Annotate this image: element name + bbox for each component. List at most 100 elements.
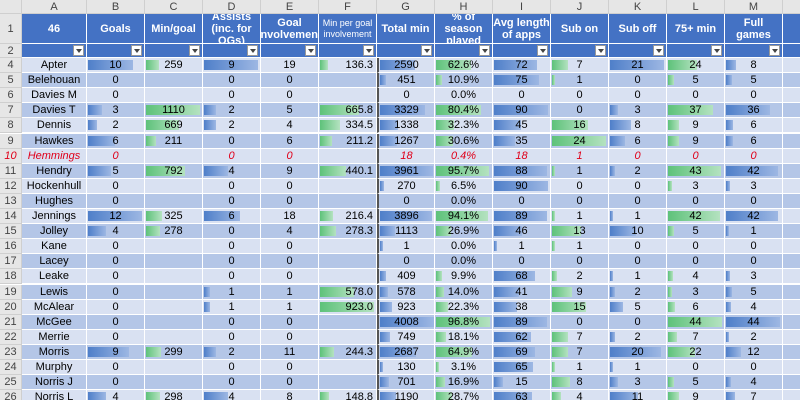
cell [145, 360, 203, 376]
cell: 15 [493, 375, 551, 391]
cell: 18 [261, 209, 319, 225]
cell: 216.4 [319, 209, 377, 225]
cell-text: 18 [400, 149, 413, 162]
filter-button[interactable] [537, 45, 548, 56]
filter-button[interactable] [247, 45, 258, 56]
cell-text: 0 [692, 89, 699, 102]
data-bar [726, 346, 741, 357]
data-bar [380, 241, 383, 252]
cell-text: Jennings [31, 210, 77, 223]
cell: 0 [667, 360, 725, 376]
cell [783, 103, 800, 119]
cell: 13 [551, 224, 609, 240]
cell-text: 4 [286, 119, 293, 132]
cell-text: 0 [634, 179, 641, 192]
cell-text: 4 [286, 225, 293, 238]
filter-button[interactable] [421, 45, 432, 56]
filter-button[interactable] [189, 45, 200, 56]
filter-button[interactable] [479, 45, 490, 56]
filter-button[interactable] [131, 45, 142, 56]
data-bar [726, 211, 778, 222]
cell: 68 [493, 269, 551, 285]
cell-text: Hockenhull [26, 179, 82, 192]
cell-text: Avg length of apps [493, 16, 550, 41]
data-bar [668, 60, 698, 71]
cell: 8 [725, 58, 783, 74]
data-bar [436, 75, 443, 86]
cell [319, 73, 377, 89]
cell: 7 [551, 329, 609, 345]
cell: 4008 [377, 314, 435, 330]
cell-text: 451 [397, 74, 416, 87]
data-bar [668, 271, 673, 282]
cell: 0 [261, 73, 319, 89]
cell-text: Lewis [39, 285, 69, 298]
cell-text: 4 [576, 391, 583, 400]
cell: 0 [725, 360, 783, 376]
cell: 148.8 [319, 390, 377, 400]
cell-text: Norris J [35, 376, 73, 389]
data-bar [552, 271, 557, 282]
data-bar [610, 105, 618, 116]
filter-button[interactable] [711, 45, 722, 56]
column-letter: I [493, 0, 551, 14]
data-bar [88, 165, 111, 176]
cell: 130 [377, 360, 435, 376]
cell: 0 [261, 178, 319, 194]
cell-text: 30.6% [447, 134, 480, 147]
cell-text: 0 [634, 315, 641, 328]
cell: 0 [609, 314, 667, 330]
cell-text: 9.9% [450, 270, 477, 283]
cell-text: 15 [515, 376, 528, 389]
filter-button[interactable] [653, 45, 664, 56]
cell: 1 [609, 209, 667, 225]
cell: 0 [87, 239, 145, 255]
cell-text: 0 [112, 300, 119, 313]
cell-text: 72 [515, 59, 528, 72]
cell [783, 148, 800, 164]
cell-text: 0 [228, 270, 235, 283]
filter-button[interactable] [769, 45, 780, 56]
data-bar [88, 135, 115, 146]
cell-text: Lacey [39, 255, 69, 268]
cell: 0 [377, 88, 435, 104]
cell: 62.6% [435, 58, 493, 74]
cell: 10.9% [435, 73, 493, 89]
cell-text: 5 [692, 74, 699, 87]
filter-button[interactable] [363, 45, 374, 56]
cell-text: 15 [573, 300, 586, 313]
data-bar [610, 60, 664, 71]
cell: 1 [551, 239, 609, 255]
cell-text: I [519, 0, 524, 13]
data-bar [204, 301, 210, 312]
cell-text: 578.0 [345, 285, 373, 298]
cell: 578 [377, 284, 435, 300]
cell-text: C [169, 0, 178, 13]
cell: 0 [203, 314, 261, 330]
cell-text: 37 [689, 104, 702, 117]
cell-text: 0.0% [450, 89, 477, 102]
data-bar [610, 346, 662, 357]
cell: 65 [493, 360, 551, 376]
cell: 21 [609, 58, 667, 74]
filter-button[interactable] [73, 45, 84, 56]
cell-text: 11 [4, 164, 17, 177]
cell-text: 3 [634, 376, 641, 389]
cell: 12 [725, 344, 783, 360]
cell: 0 [261, 269, 319, 285]
filter-button[interactable] [305, 45, 316, 56]
cell: 2 [551, 269, 609, 285]
data-bar [380, 316, 434, 327]
row-number: 20 [0, 299, 22, 315]
data-bar [668, 105, 714, 116]
cell-text: 0 [112, 240, 119, 253]
cell: 0 [203, 133, 261, 149]
cell: Merrie [22, 329, 87, 345]
data-bar [380, 165, 434, 176]
cell: 0 [667, 193, 725, 209]
filter-button[interactable] [595, 45, 606, 56]
cell: 0 [725, 148, 783, 164]
cell: 9 [551, 284, 609, 300]
cell: 6 [261, 133, 319, 149]
cell [783, 360, 800, 376]
